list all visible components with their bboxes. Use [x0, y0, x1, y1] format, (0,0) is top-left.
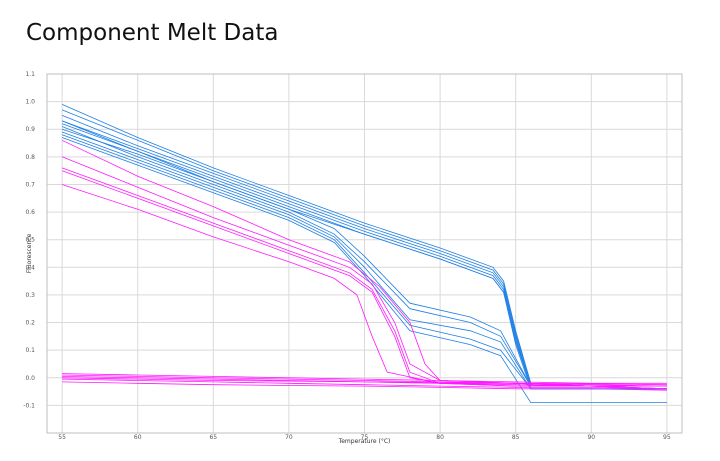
- melt-curve-15: [61, 184, 667, 390]
- y-tick-label: 0.3: [25, 292, 35, 299]
- melt-curve-17: [62, 373, 667, 384]
- y-tick-label: 0.0: [25, 375, 35, 382]
- y-tick-label: -0.1: [23, 402, 35, 409]
- y-tick-label: 0.2: [25, 320, 35, 327]
- melt-curve-19: [62, 378, 667, 390]
- x-tick-label: 70: [285, 434, 293, 441]
- melt-curve-20: [62, 381, 667, 391]
- x-axis-ticks: 55 60 65 70 75 80 85 90 95: [58, 434, 671, 441]
- y-axis-label: Fluorescence: [26, 233, 33, 273]
- x-axis-label: Temperature (°C): [338, 438, 391, 445]
- y-tick-label: 0.9: [25, 126, 35, 133]
- y-tick-label: 1.0: [25, 99, 35, 106]
- curve-series: [61, 104, 667, 404]
- y-tick-label: 0.7: [25, 181, 35, 188]
- y-axis-ticks: 1.1 1.0 0.9 0.8 0.7 0.6 0.5 0.4 0.3 0.2 0.1 0.0 -0.1: [23, 71, 35, 409]
- melt-curve-21: [62, 377, 667, 386]
- x-tick-label: 80: [436, 434, 444, 441]
- melt-curve-11: [61, 137, 667, 404]
- y-tick-label: 0.6: [25, 209, 35, 216]
- y-tick-label: 1.1: [25, 71, 35, 78]
- x-tick-label: 90: [587, 434, 595, 441]
- x-tick-label: 75: [361, 434, 369, 441]
- y-tick-label: 0.8: [25, 154, 35, 161]
- y-tick-label: 0.5: [25, 237, 35, 244]
- y-tick-label: 0.4: [25, 264, 35, 271]
- chart-title: Component Melt Data: [26, 20, 279, 46]
- x-tick-label: 85: [512, 434, 520, 441]
- grid-layer: [47, 73, 682, 433]
- plot-frame: [46, 73, 683, 434]
- x-tick-label: 55: [58, 434, 66, 441]
- x-tick-label: 65: [209, 434, 217, 441]
- melt-curve-22: [62, 374, 667, 387]
- x-tick-label: 60: [134, 434, 142, 441]
- x-tick-label: 95: [663, 434, 671, 441]
- y-tick-label: 0.1: [25, 347, 35, 354]
